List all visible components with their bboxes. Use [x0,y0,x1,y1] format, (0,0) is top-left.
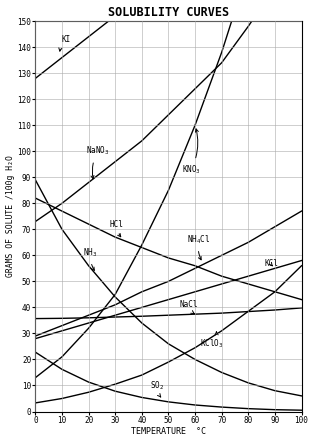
Text: KClO$_3$: KClO$_3$ [200,332,224,350]
Text: KI: KI [59,35,71,51]
Title: SOLUBILITY CURVES: SOLUBILITY CURVES [108,6,229,19]
Text: NaNO$_3$: NaNO$_3$ [86,145,109,179]
Text: HCl: HCl [110,220,124,237]
Text: NaCl: NaCl [179,300,198,314]
Text: KNO$_3$: KNO$_3$ [182,129,201,176]
Text: SO$_2$: SO$_2$ [150,379,164,397]
Text: KCl: KCl [264,259,278,268]
Text: NH$_3$: NH$_3$ [83,247,98,271]
Y-axis label: GRAMS OF SOLUTE /100g H₂O: GRAMS OF SOLUTE /100g H₂O [6,156,14,277]
Text: NH$_4$Cl: NH$_4$Cl [187,233,210,260]
X-axis label: TEMPERATURE  °C: TEMPERATURE °C [131,427,206,436]
